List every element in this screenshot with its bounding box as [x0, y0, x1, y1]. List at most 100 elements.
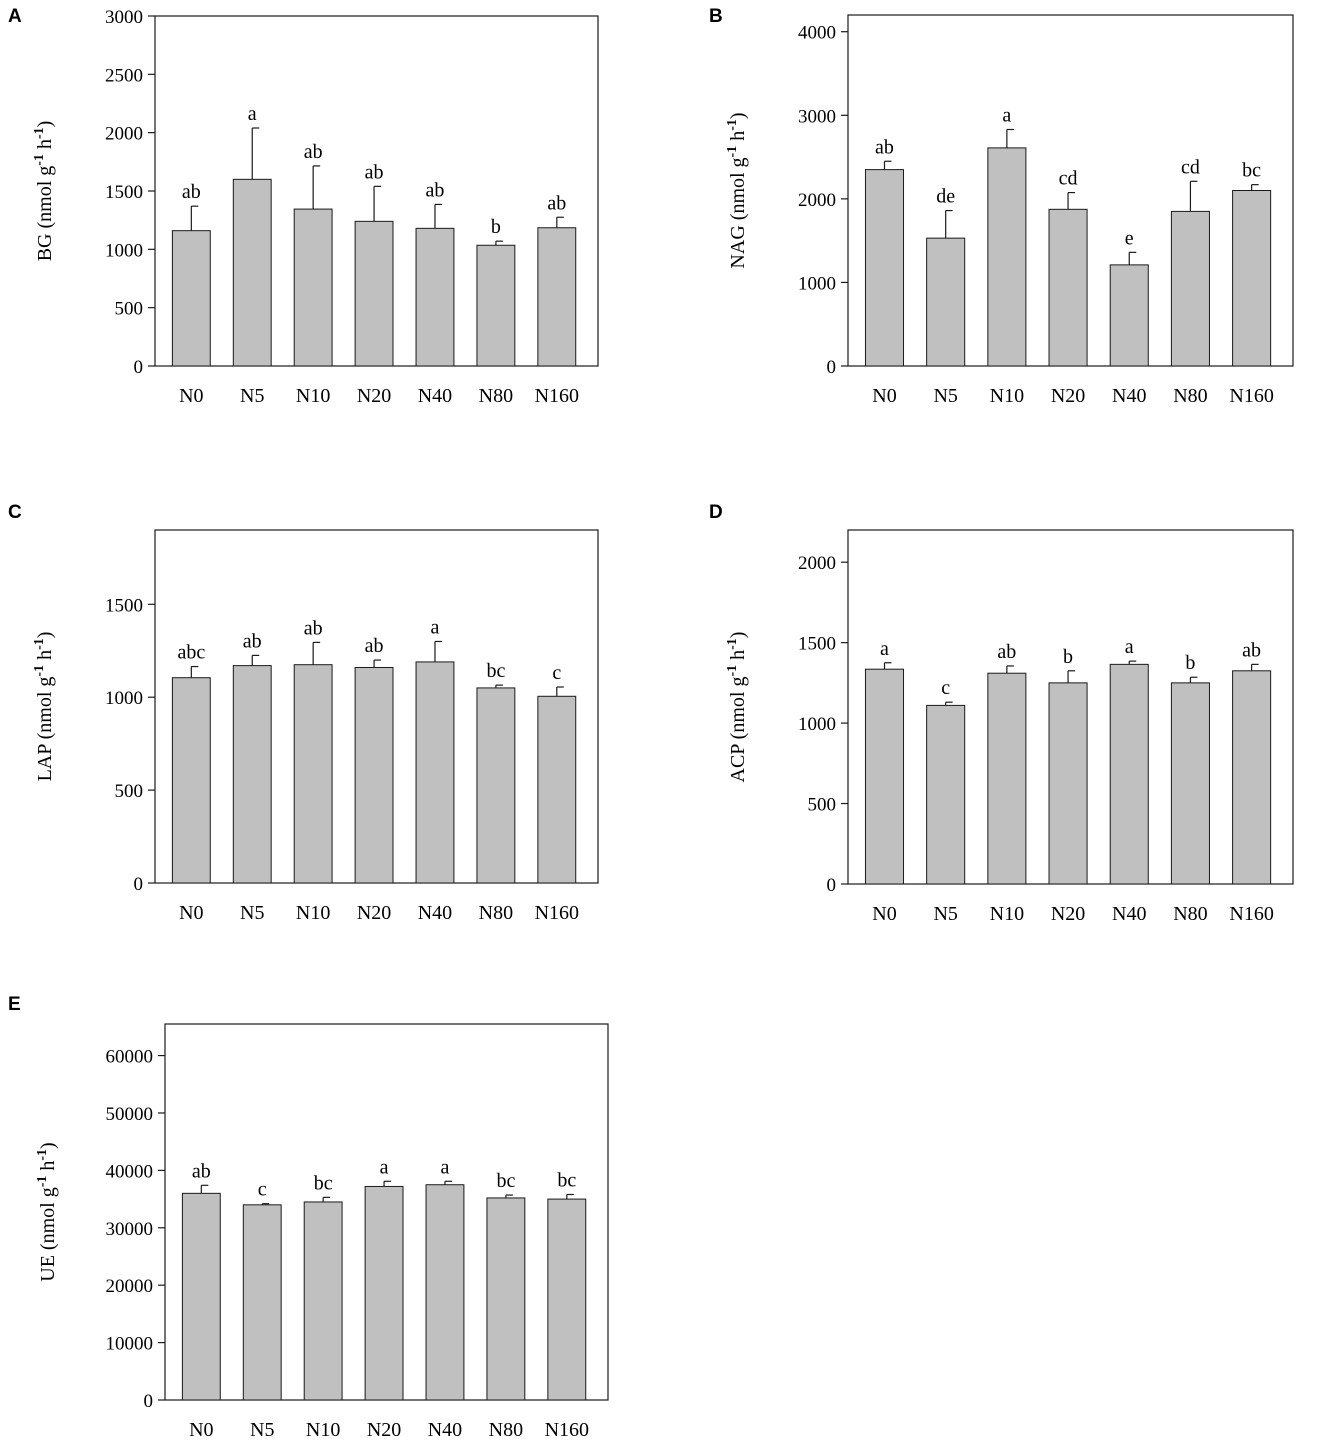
bar	[864, 169, 905, 367]
panel-letter: A	[8, 6, 22, 27]
bar	[364, 1185, 404, 1401]
axis-title-part: )	[727, 112, 749, 119]
significance-label: e	[1125, 227, 1134, 249]
x-tick-label: N80	[479, 902, 513, 924]
bar	[1232, 670, 1272, 885]
bar	[476, 244, 516, 367]
axis-title-superscript: -1	[32, 127, 47, 139]
axis-title-superscript: -1	[32, 665, 47, 677]
significance-label: ab	[304, 617, 323, 639]
bar	[242, 1204, 282, 1401]
bar	[354, 666, 394, 884]
axis-title-part: h	[727, 650, 749, 665]
panel-c: C 0 500 1000 1500 abc N0 ab N5 ab N10 ab N20 a N40 bc N8…	[8, 502, 599, 924]
significance-label: bc	[314, 1172, 333, 1194]
bar	[1232, 190, 1272, 367]
axis-title-part: )	[727, 632, 749, 639]
significance-label: bc	[486, 660, 505, 682]
axis-title-part: h	[34, 139, 56, 154]
bar	[181, 1192, 221, 1401]
y-tick-label: 10000	[106, 1334, 154, 1355]
x-tick-label: N160	[535, 902, 579, 924]
significance-label: c	[552, 662, 561, 684]
significance-label: c	[941, 677, 950, 699]
significance-label: ab	[547, 192, 566, 214]
axis-title-superscript: -1	[725, 638, 740, 650]
significance-label: ab	[182, 181, 201, 203]
axis-title-superscript: -1	[725, 146, 740, 158]
x-tick-label: N160	[1229, 385, 1273, 407]
y-tick-label: 1500	[798, 634, 836, 655]
x-tick-label: N80	[489, 1419, 523, 1441]
significance-label: cd	[1181, 156, 1200, 178]
significance-label: bc	[557, 1169, 576, 1191]
significance-label: c	[258, 1179, 267, 1201]
y-tick-label: 30000	[106, 1219, 154, 1240]
x-tick-label: N160	[1229, 903, 1273, 925]
bar	[415, 661, 455, 884]
axis-title-part: NAG	[727, 220, 749, 268]
y-tick-label: 2000	[798, 190, 836, 211]
x-tick-label: N5	[933, 903, 957, 925]
bar	[415, 227, 455, 367]
bar	[232, 665, 272, 884]
y-tick-label: 0	[827, 875, 837, 896]
x-tick-label: N40	[1112, 903, 1146, 925]
x-tick-label: N5	[240, 385, 264, 407]
x-tick-label: N80	[1173, 903, 1207, 925]
significance-label: abc	[177, 642, 205, 664]
axis-title-part: UE	[37, 1250, 59, 1282]
significance-label: ab	[1242, 639, 1261, 661]
y-tick-label: 4000	[798, 23, 836, 44]
significance-label: ab	[997, 641, 1016, 663]
bar	[486, 1197, 526, 1401]
significance-label: b	[491, 216, 501, 238]
bar	[303, 1201, 343, 1401]
x-tick-label: N40	[418, 385, 452, 407]
y-tick-label: 0	[827, 357, 837, 378]
axis-title-part: LAP	[34, 739, 56, 781]
axis-title-part: ACP	[727, 739, 749, 782]
axis-title-part: )	[37, 1142, 59, 1149]
x-tick-label: N40	[1112, 385, 1146, 407]
y-tick-label: 1500	[105, 595, 143, 616]
axis-title-part: (nmol g	[34, 166, 56, 229]
x-tick-label: N0	[179, 902, 203, 924]
y-tick-label: 40000	[106, 1161, 154, 1182]
bar	[864, 668, 905, 885]
x-tick-label: N10	[306, 1419, 340, 1441]
axis-title-part: (nmol g	[727, 157, 749, 220]
bar	[1048, 682, 1088, 885]
panel-a: A 0 500 1000 1500 2000 2500 3000 ab N0 a N5 ab N10 ab N…	[8, 6, 599, 407]
x-tick-label: N40	[418, 902, 452, 924]
axis-title-superscript: -1	[35, 1149, 50, 1161]
y-tick-label: 0	[134, 874, 144, 895]
axis-title-part: h	[34, 650, 56, 665]
y-axis-title: UE (nmol g-1 h-1)	[35, 1142, 59, 1281]
x-tick-label: N20	[1051, 385, 1085, 407]
significance-label: a	[1125, 636, 1134, 658]
x-tick-label: N5	[240, 902, 264, 924]
y-axis-title: LAP (nmol g-1 h-1)	[32, 632, 56, 782]
panel-letter: D	[709, 502, 723, 523]
y-axis-title: ACP (nmol g-1 h-1)	[725, 632, 749, 783]
x-tick-label: N0	[872, 903, 896, 925]
axis-title-superscript: -1	[725, 119, 740, 131]
significance-label: ab	[192, 1160, 211, 1182]
panel-b: B 0 1000 2000 3000 4000 ab N0 de N5 a N10 cd N20 e N40 c…	[709, 6, 1294, 407]
x-tick-label: N10	[990, 903, 1024, 925]
bar	[926, 237, 966, 367]
significance-label: ab	[365, 161, 384, 183]
significance-label: cd	[1059, 168, 1078, 190]
bar	[926, 704, 966, 885]
significance-label: a	[441, 1156, 450, 1178]
x-tick-label: N10	[296, 902, 330, 924]
significance-label: a	[248, 103, 257, 125]
panel-letter: B	[709, 6, 723, 27]
x-tick-label: N160	[535, 385, 579, 407]
x-tick-label: N10	[296, 385, 330, 407]
significance-label: de	[936, 186, 955, 208]
panel-letter: E	[8, 994, 21, 1015]
significance-label: ab	[243, 630, 262, 652]
significance-label: a	[880, 638, 889, 660]
